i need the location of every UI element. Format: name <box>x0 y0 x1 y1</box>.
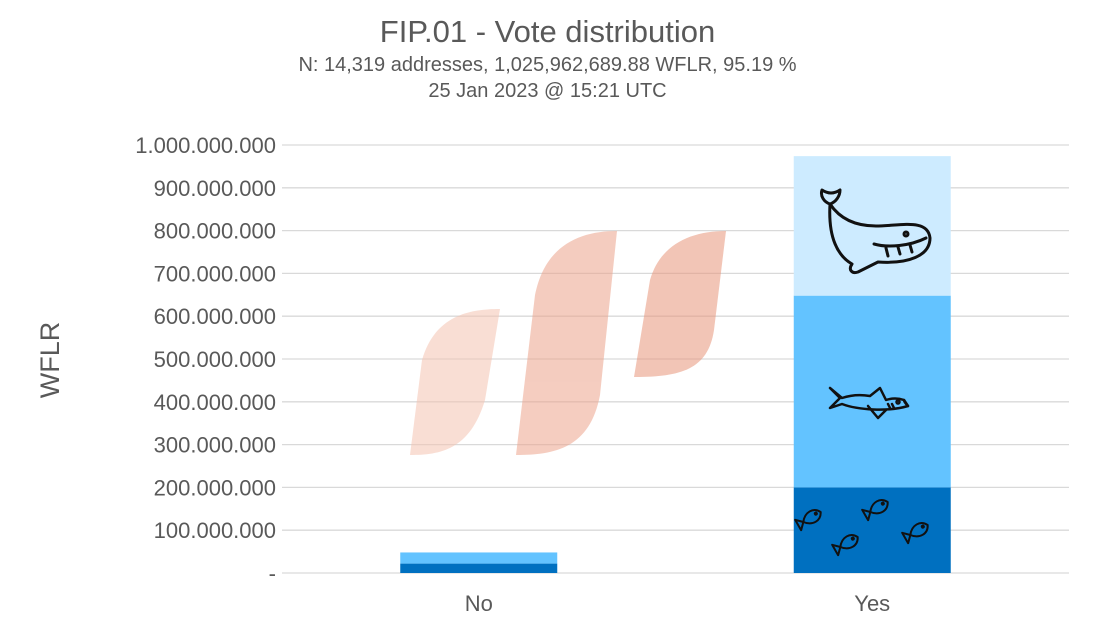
flare-logo-watermark <box>410 231 726 455</box>
bars <box>400 156 951 573</box>
y-tick-label: 800.000.000 <box>154 219 276 244</box>
bar-yes-segment-fish <box>793 487 951 573</box>
x-axis-ticks: No Yes <box>465 591 891 616</box>
x-tick-label: No <box>465 591 493 616</box>
watermark-blade-middle <box>516 231 617 455</box>
y-tick-label: 1.000.000.000 <box>135 133 276 158</box>
chart-title: FIP.01 - Vote distribution <box>379 14 716 49</box>
bar-no-segment-shark <box>400 552 558 564</box>
icons <box>794 188 932 557</box>
y-tick-label: 700.000.000 <box>154 261 276 286</box>
y-tick-label: 400.000.000 <box>154 390 276 415</box>
y-tick-label: 100.000.000 <box>154 518 276 543</box>
shark-icon <box>828 386 910 420</box>
y-tick-label: 500.000.000 <box>154 347 276 372</box>
x-tick-label: Yes <box>854 591 890 616</box>
chart-subtitle: N: 14,319 addresses, 1,025,962,689.88 WF… <box>298 54 797 76</box>
y-axis-ticks: - 100.000.000 200.000.000 300.000.000 400.00… <box>135 133 276 586</box>
y-tick-label: 200.000.000 <box>154 475 276 500</box>
y-tick-label: 900.000.000 <box>154 176 276 201</box>
watermark-blade-right <box>634 231 726 377</box>
fish-icon <box>794 499 929 557</box>
chart-timestamp: 25 Jan 2023 @ 15:21 UTC <box>428 80 667 102</box>
y-axis-label: WFLR <box>35 322 65 399</box>
whale-icon <box>820 188 932 274</box>
bar-no-segment-fish <box>400 563 558 573</box>
y-tick-label: - <box>269 561 276 586</box>
y-tick-label: 300.000.000 <box>154 433 276 458</box>
y-tick-label: 600.000.000 <box>154 304 276 329</box>
watermark-blade-left <box>410 309 500 455</box>
bar-yes-segment-shark <box>793 295 951 488</box>
